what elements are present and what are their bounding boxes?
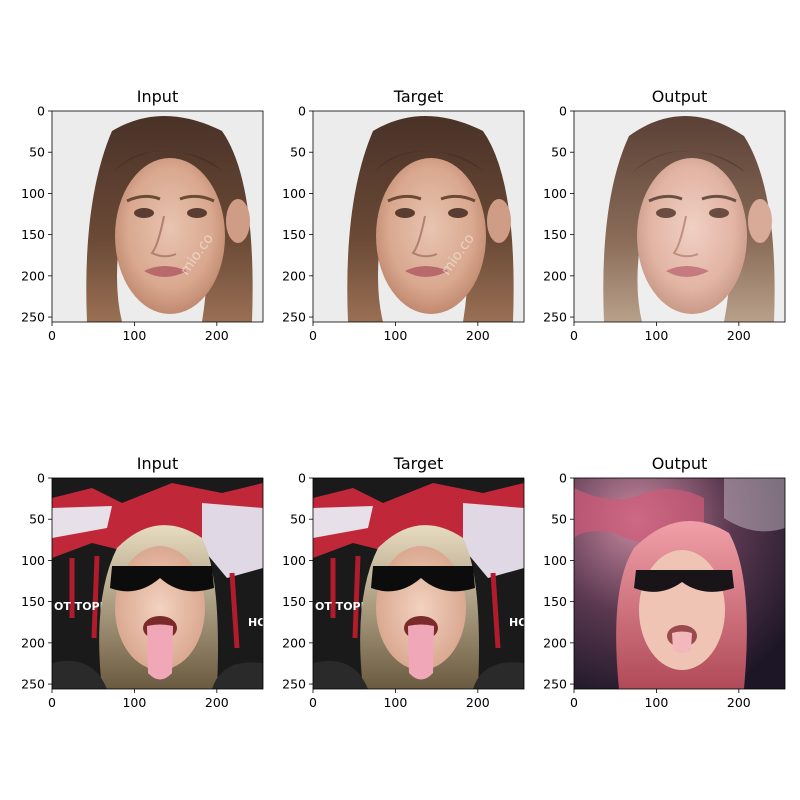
y-tick-label: 100 — [543, 553, 567, 568]
panel-input-1: 0 100 200 0 50 100 150 200 250 — [21, 104, 265, 343]
panel-target-1: 0 100 200 0 50 100 150 200 250 — [282, 104, 526, 343]
y-tick-label: 200 — [282, 268, 306, 283]
panel-title-output-2: Output — [651, 454, 708, 473]
panel-image — [52, 478, 267, 689]
y-tick-label: 250 — [282, 677, 306, 692]
panel-title-input-1: Input — [136, 87, 179, 106]
x-tick-label: 0 — [309, 328, 317, 343]
x-tick-label: 100 — [383, 695, 407, 710]
x-tick-label: 0 — [48, 695, 56, 710]
panel-title-target-2: Target — [393, 454, 444, 473]
y-tick-label: 150 — [282, 227, 306, 242]
x-tick-label: 100 — [644, 328, 668, 343]
y-tick-label: 250 — [543, 677, 567, 692]
panel-title-target-1: Target — [393, 87, 444, 106]
y-tick-label: 100 — [21, 553, 45, 568]
y-tick-label: 100 — [21, 186, 45, 201]
y-tick-label: 0 — [298, 471, 306, 486]
panel-image — [572, 109, 787, 324]
x-tick-label: 0 — [48, 328, 56, 343]
x-tick-label: 200 — [727, 328, 751, 343]
x-tick-label: 200 — [727, 695, 751, 710]
x-tick-label: 0 — [570, 695, 578, 710]
x-tick-label: 0 — [309, 695, 317, 710]
panel-image — [574, 478, 785, 689]
x-tick-label: 200 — [466, 328, 490, 343]
y-tick-label: 200 — [21, 635, 45, 650]
panel-target-2: 0 100 200 0 50 100 150 200 250 — [282, 471, 528, 710]
y-tick-label: 50 — [290, 145, 306, 160]
axes-frame — [573, 477, 786, 690]
panel-input-2: 0 100 200 0 50 100 150 200 250 — [21, 471, 267, 710]
y-tick-label: 0 — [559, 104, 567, 119]
panel-image — [50, 109, 265, 324]
panel-image — [313, 478, 528, 689]
y-tick-label: 150 — [543, 227, 567, 242]
axes-frame — [51, 477, 264, 690]
y-tick-label: 0 — [37, 471, 45, 486]
y-tick-label: 150 — [21, 594, 45, 609]
x-tick-label: 100 — [383, 328, 407, 343]
x-tick-label: 100 — [644, 695, 668, 710]
y-tick-label: 250 — [21, 677, 45, 692]
panel-title-output-1: Output — [651, 87, 708, 106]
axes-frame — [312, 477, 525, 690]
y-tick-label: 0 — [559, 471, 567, 486]
y-tick-label: 50 — [290, 512, 306, 527]
y-tick-label: 250 — [282, 310, 306, 325]
y-tick-label: 200 — [543, 268, 567, 283]
axes-frame — [573, 110, 786, 323]
y-tick-label: 100 — [543, 186, 567, 201]
x-tick-label: 200 — [466, 695, 490, 710]
y-tick-label: 250 — [21, 310, 45, 325]
panel-output-2: 0 100 200 0 50 100 150 200 250 — [543, 471, 786, 710]
panel-output-1: 0 100 200 0 50 100 150 200 250 — [543, 104, 787, 343]
y-tick-label: 50 — [551, 145, 567, 160]
axes-frame — [312, 110, 525, 323]
x-tick-label: 200 — [205, 695, 229, 710]
y-tick-label: 50 — [29, 145, 45, 160]
y-tick-label: 200 — [543, 635, 567, 650]
y-tick-label: 200 — [282, 635, 306, 650]
y-tick-label: 100 — [282, 186, 306, 201]
y-tick-label: 50 — [29, 512, 45, 527]
y-tick-label: 150 — [282, 594, 306, 609]
y-tick-label: 150 — [21, 227, 45, 242]
y-tick-label: 50 — [551, 512, 567, 527]
panel-title-input-2: Input — [136, 454, 179, 473]
y-tick-label: 200 — [21, 268, 45, 283]
x-tick-label: 0 — [570, 328, 578, 343]
x-tick-label: 100 — [122, 695, 146, 710]
axes-frame — [51, 110, 264, 323]
y-tick-label: 0 — [298, 104, 306, 119]
panel-image — [311, 109, 526, 324]
x-tick-label: 100 — [122, 328, 146, 343]
y-tick-label: 250 — [543, 310, 567, 325]
y-tick-label: 0 — [37, 104, 45, 119]
y-tick-label: 150 — [543, 594, 567, 609]
y-tick-label: 100 — [282, 553, 306, 568]
x-tick-label: 200 — [205, 328, 229, 343]
